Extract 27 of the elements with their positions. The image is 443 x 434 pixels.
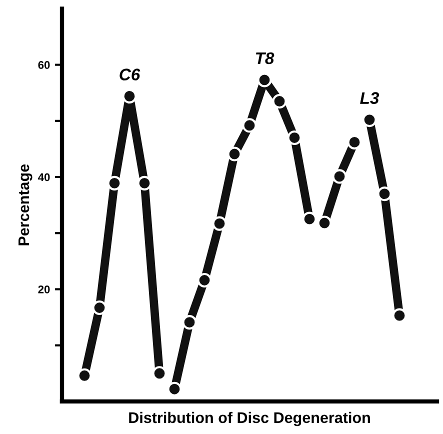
point	[137, 176, 152, 190]
point	[257, 72, 272, 88]
point	[167, 382, 182, 396]
x-axis-title: Distribution of Disc Degeneration	[129, 412, 370, 426]
y-axis-title: Percentage	[18, 164, 32, 246]
point	[332, 169, 347, 184]
y-tick-label: 40	[38, 173, 50, 182]
point	[182, 315, 197, 330]
point	[392, 308, 407, 323]
annotation: L3	[360, 92, 380, 104]
annotation: C6	[120, 68, 140, 80]
point	[92, 300, 107, 316]
point	[287, 130, 302, 146]
point	[227, 146, 242, 162]
y-tick-label: 20	[38, 285, 50, 294]
point	[317, 216, 332, 230]
point	[107, 176, 122, 190]
point	[197, 272, 212, 288]
point	[377, 186, 392, 202]
annotation: T8	[256, 52, 274, 64]
point	[302, 212, 317, 226]
point	[242, 118, 257, 133]
point	[212, 216, 227, 231]
point	[77, 368, 92, 383]
point	[272, 94, 287, 109]
point	[152, 366, 167, 381]
y-tick-label: 60	[38, 61, 50, 69]
